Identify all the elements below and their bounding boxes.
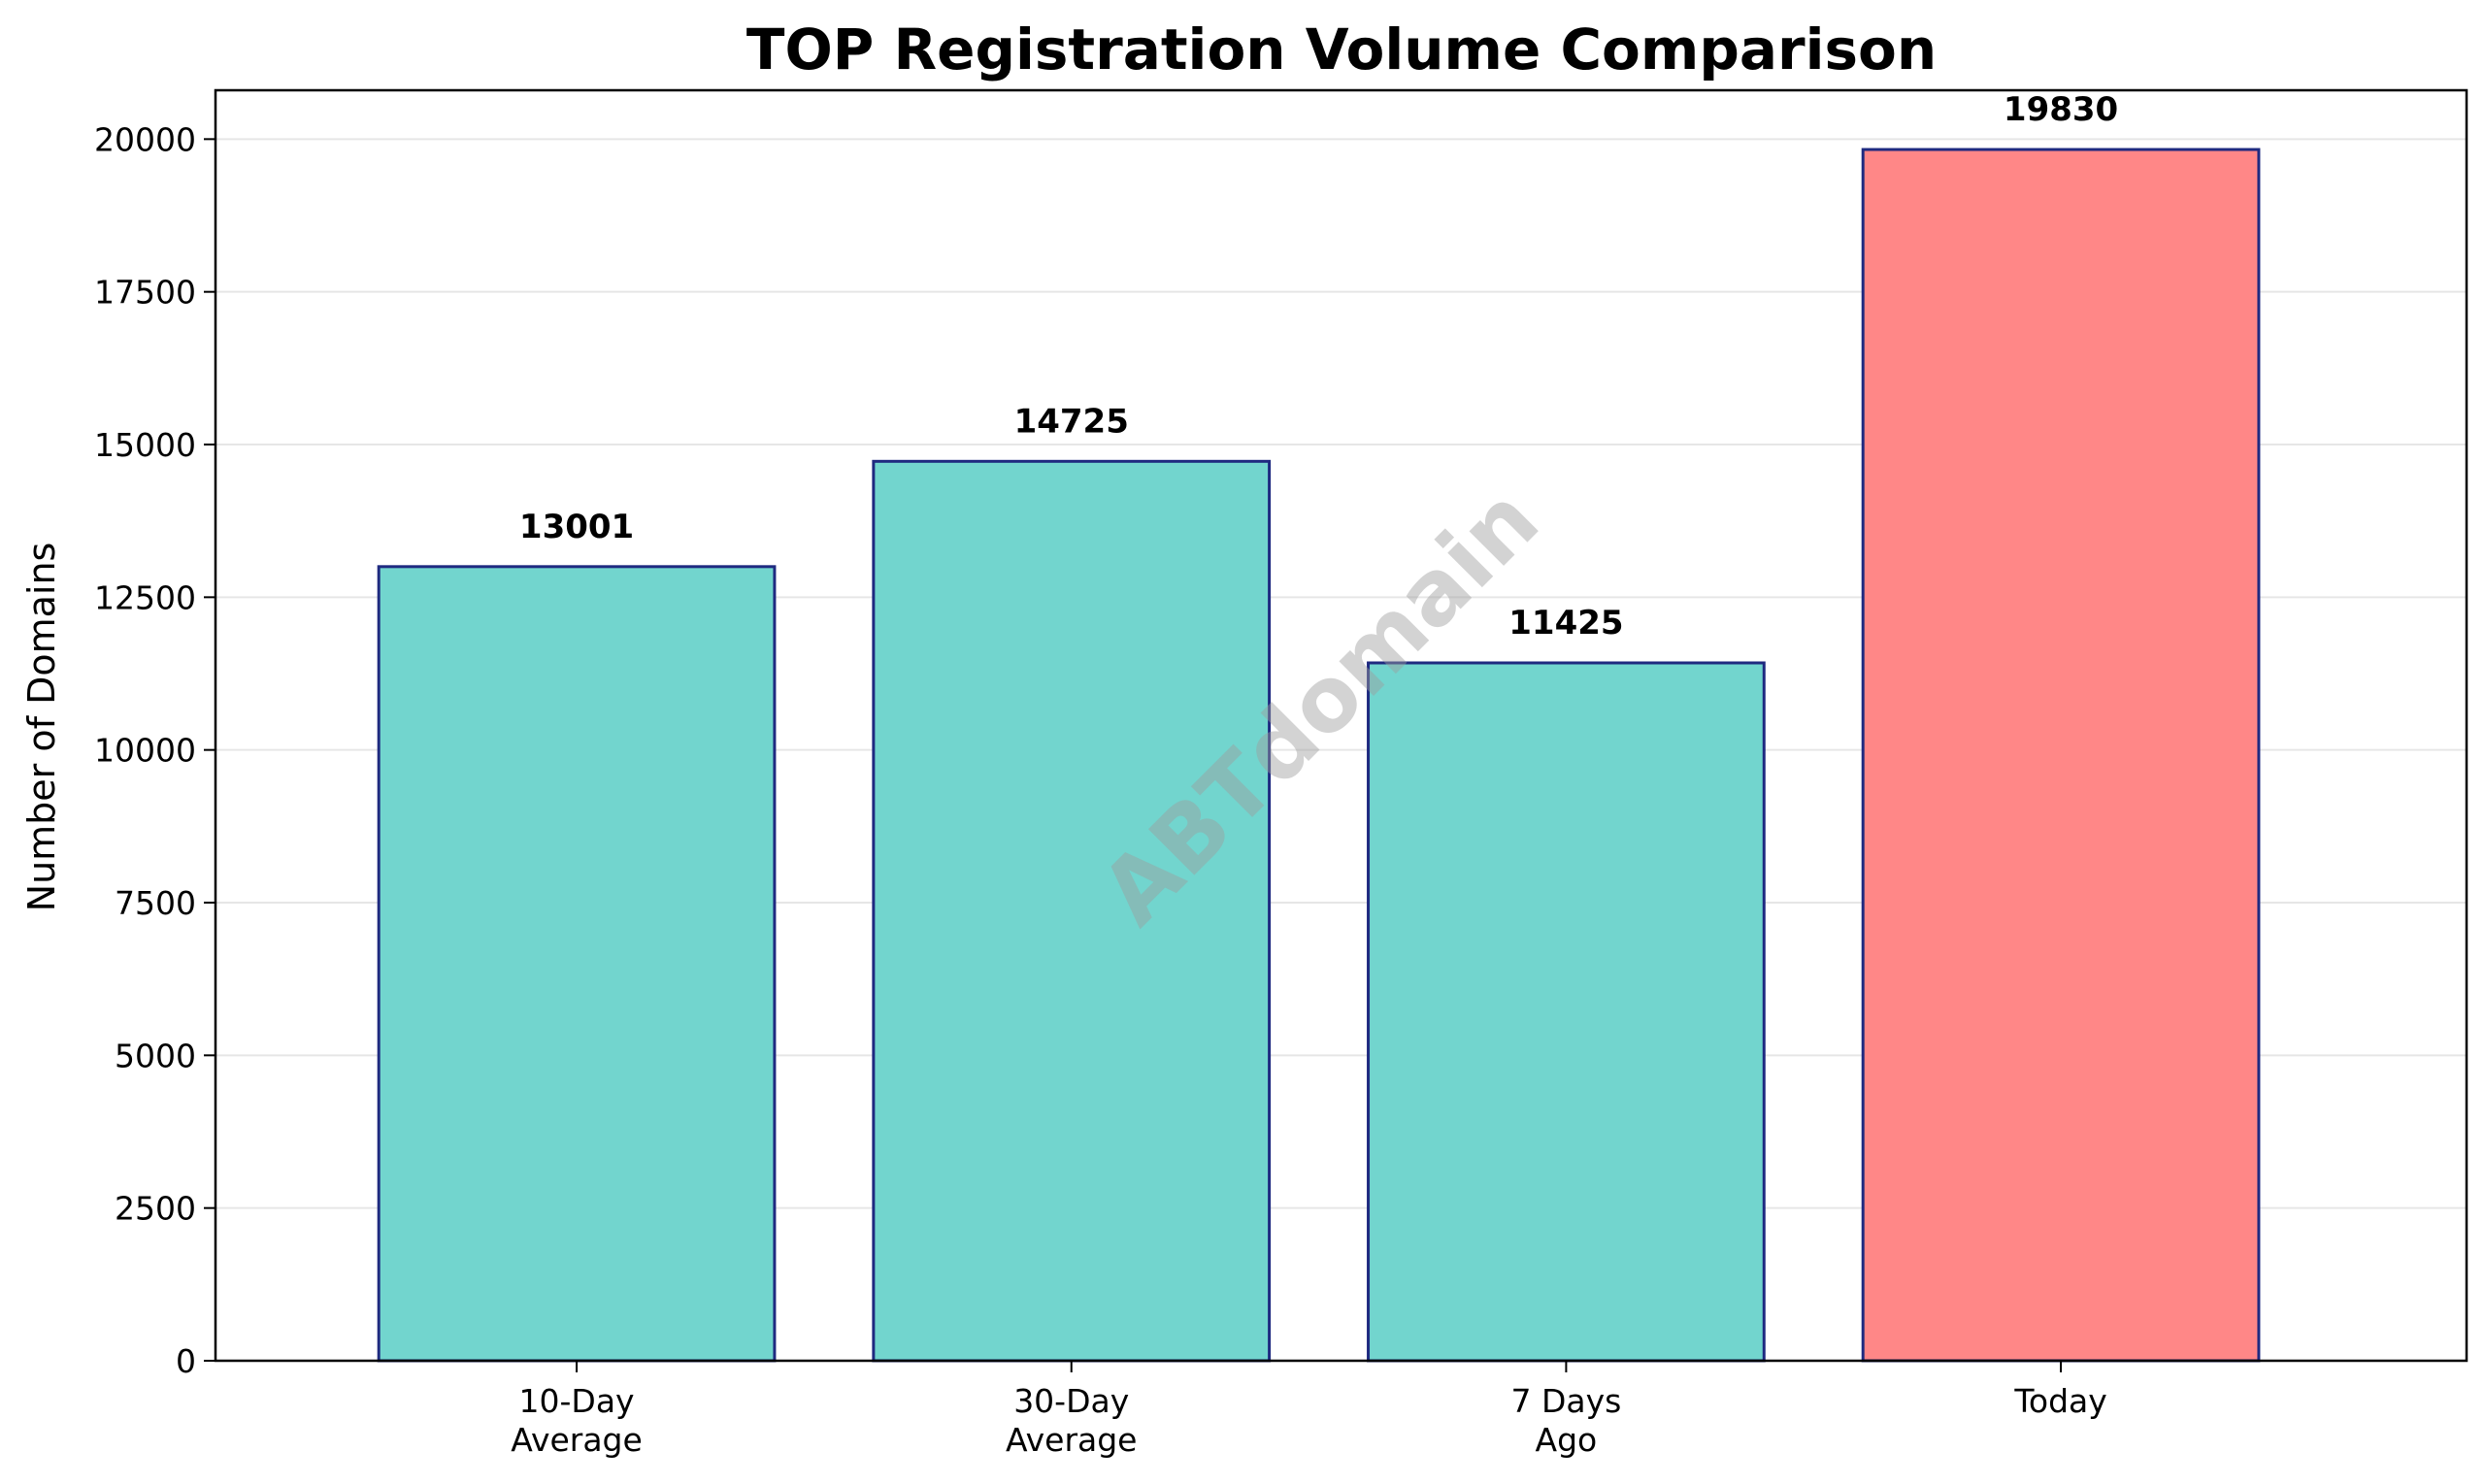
- x-tick-label-line: 30-Day: [1013, 1382, 1129, 1420]
- y-tick-label: 2500: [115, 1190, 196, 1228]
- y-axis-label: Number of Domains: [20, 543, 63, 912]
- plot-frame: [214, 88, 2468, 1363]
- x-tick-label: Today: [2013, 1382, 2106, 1420]
- x-tick-label: 10-Day Average: [511, 1382, 643, 1459]
- x-tick-label: 7 Days Ago: [1510, 1382, 1621, 1459]
- y-tick-label: 15000: [94, 426, 196, 464]
- bar: [377, 565, 777, 1363]
- data-label: 19830: [2004, 90, 2118, 129]
- x-tick-label-line: 7 Days: [1510, 1382, 1621, 1420]
- x-tick-label-line: Average: [511, 1421, 643, 1459]
- y-tick-label: 17500: [94, 274, 196, 312]
- data-labels: 13001 14725 11425 19830: [519, 90, 2118, 643]
- data-label: 11425: [1508, 604, 1623, 643]
- x-tick-label-line: 10-Day: [519, 1382, 635, 1420]
- y-tick-label: 20000: [94, 120, 196, 158]
- y-tick-label: 10000: [94, 732, 196, 770]
- data-label: 14725: [1014, 402, 1129, 441]
- chart-title: TOP Registration Volume Comparison: [746, 16, 1937, 82]
- y-tick-label: 5000: [115, 1037, 196, 1074]
- axes: 0 2500 5000 7500 10000 12500 15000 17500 20000 10…: [94, 88, 2468, 1459]
- x-tick-label-line: Average: [1006, 1421, 1138, 1459]
- bar: [1861, 148, 2261, 1363]
- bar: [872, 459, 1272, 1363]
- bar: [1367, 661, 1766, 1363]
- bars: [377, 148, 2261, 1363]
- x-tick-label-line: Today: [2013, 1382, 2106, 1420]
- y-tick-label: 7500: [115, 884, 196, 922]
- y-tick-label: 12500: [94, 578, 196, 616]
- x-tick-label: 30-Day Average: [1006, 1382, 1138, 1459]
- x-tick-label-line: Ago: [1536, 1421, 1598, 1459]
- y-tick-label: 0: [176, 1342, 196, 1380]
- data-label: 13001: [519, 508, 634, 546]
